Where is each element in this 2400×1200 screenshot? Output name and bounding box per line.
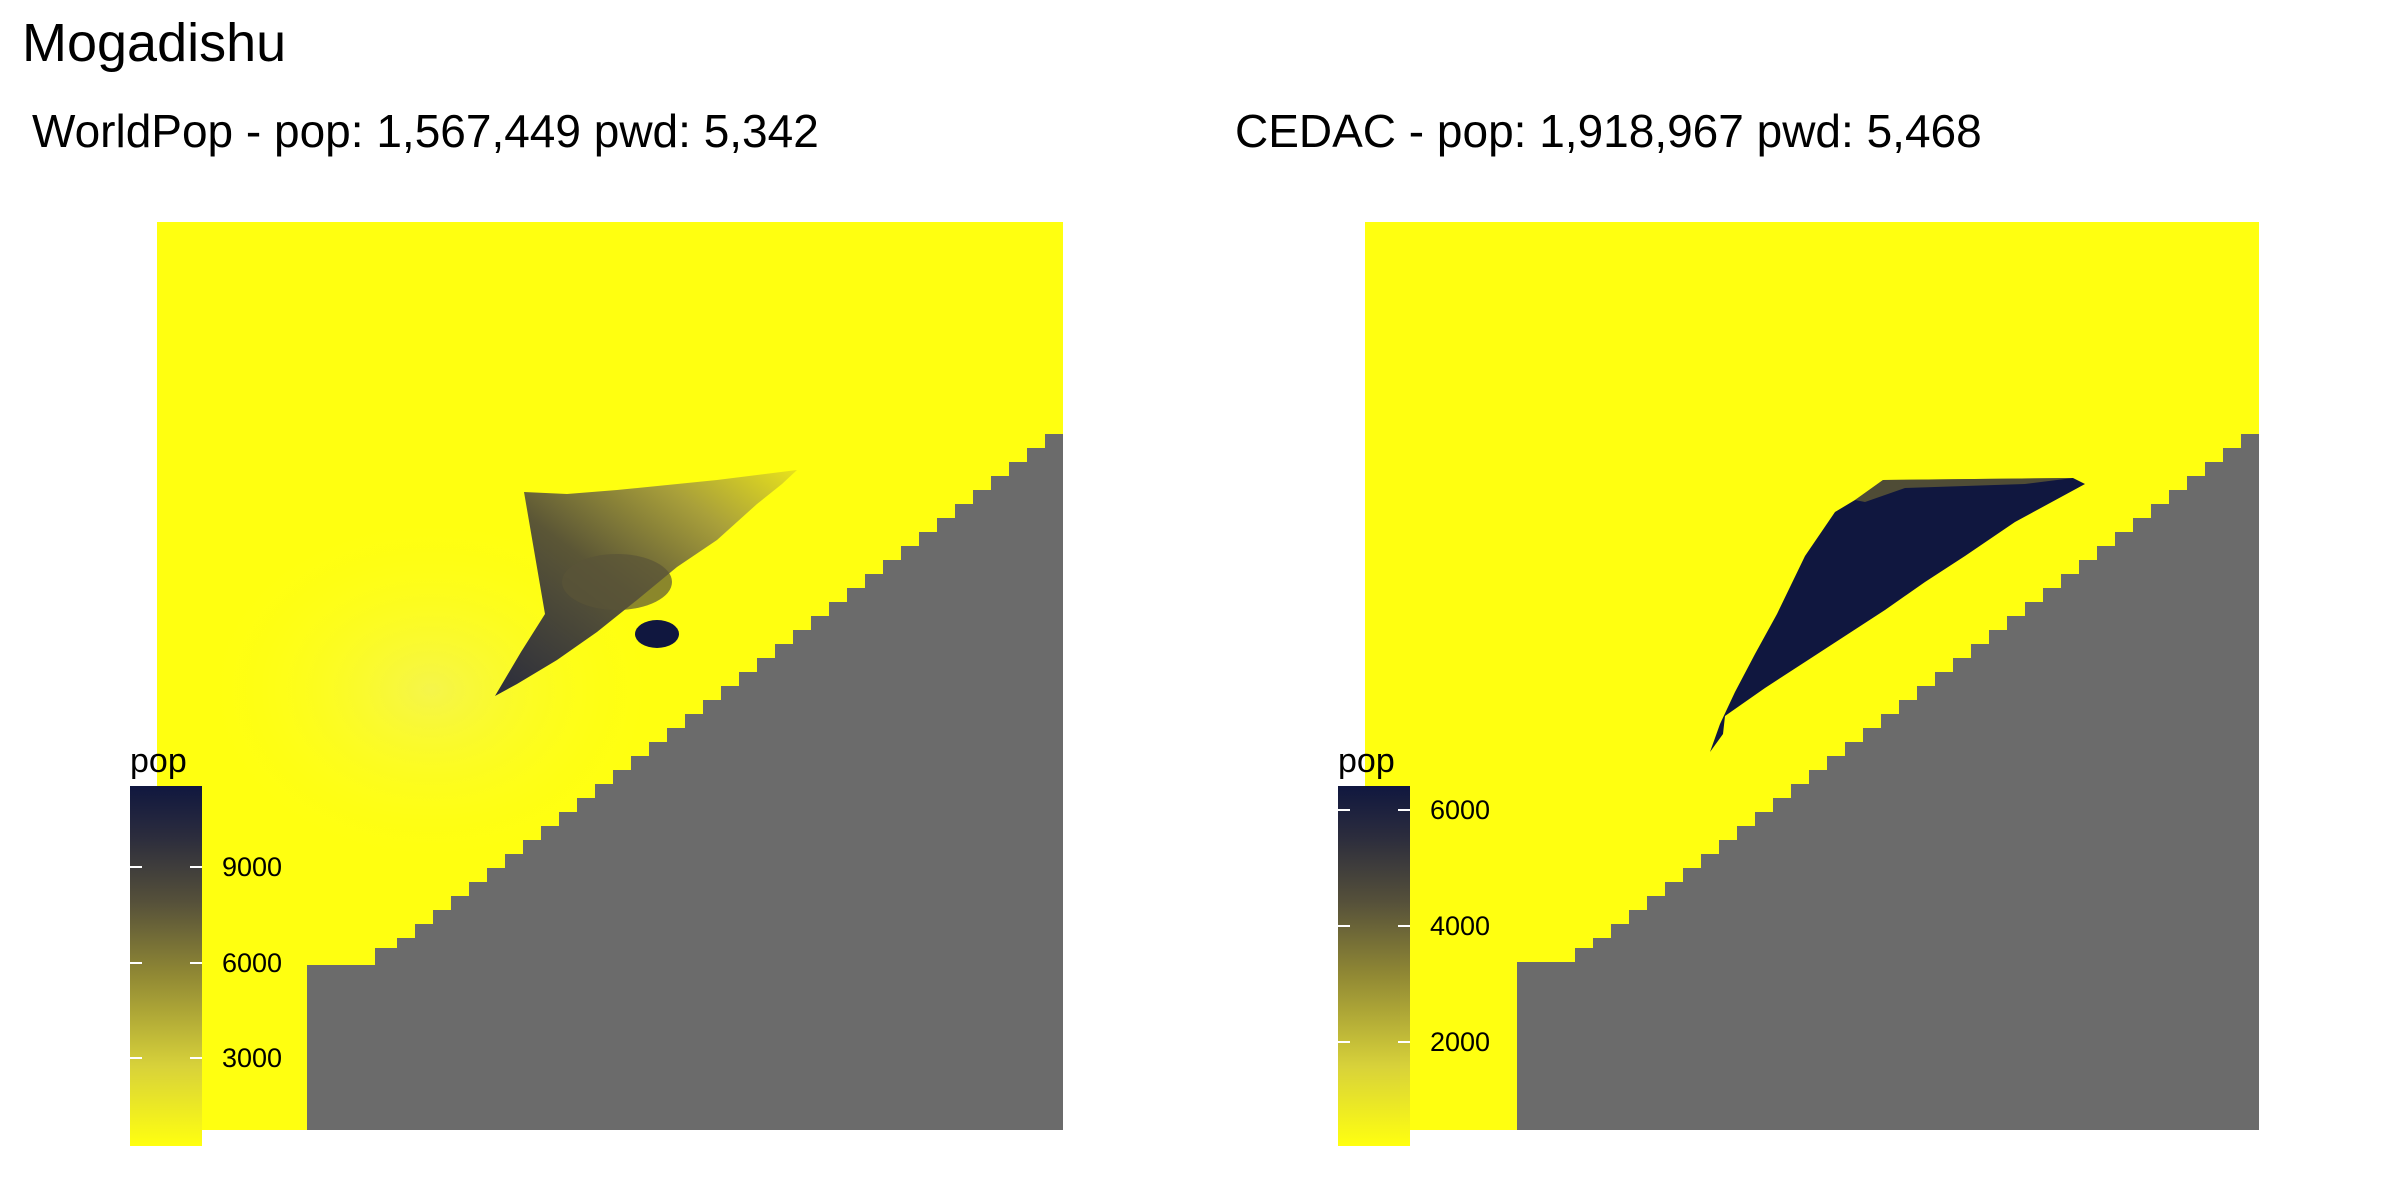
- legend-cedac: pop 6000 4000 2000: [1338, 742, 1518, 1162]
- colorbar-cedac: [1338, 786, 1410, 1146]
- tick-mark: [1398, 925, 1410, 927]
- tick-label: 2000: [1430, 1027, 1491, 1057]
- legend-title-worldpop: pop: [130, 742, 187, 780]
- tick-mark: [190, 1057, 202, 1059]
- transition-edge: [1855, 478, 2073, 502]
- tick-label: 4000: [1430, 911, 1491, 941]
- tick-mark: [1338, 809, 1350, 811]
- urban-density-band: [1710, 478, 2085, 752]
- no-data-area: [307, 434, 1063, 1130]
- figure-title: Mogadishu: [22, 13, 287, 73]
- legend-title-cedac: pop: [1338, 742, 1395, 780]
- tick-mark: [190, 866, 202, 868]
- tick-mark: [190, 962, 202, 964]
- panel-title-worldpop: WorldPop - pop: 1,567,449 pwd: 5,342: [32, 105, 819, 157]
- legend-worldpop: pop 9000 6000 3000: [130, 742, 310, 1162]
- tick-mark: [1398, 809, 1410, 811]
- raster-map-worldpop: [157, 222, 1063, 1130]
- density-peak: [635, 620, 679, 648]
- tick-mark: [130, 962, 142, 964]
- tick-mark: [130, 1057, 142, 1059]
- tick-label: 3000: [222, 1043, 283, 1073]
- tick-mark: [1338, 1041, 1350, 1043]
- tick-mark: [1338, 925, 1350, 927]
- no-data-area: [1517, 434, 2259, 1130]
- tick-label: 6000: [222, 948, 283, 978]
- panel-title-cedac: CEDAC - pop: 1,918,967 pwd: 5,468: [1235, 105, 1982, 157]
- colorbar-worldpop: [130, 786, 202, 1146]
- tick-mark: [130, 866, 142, 868]
- density-core: [562, 554, 672, 610]
- tick-mark: [1398, 1041, 1410, 1043]
- tick-label: 6000: [1430, 795, 1491, 825]
- tick-label: 9000: [222, 852, 283, 882]
- raster-map-cedac: [1365, 222, 2259, 1130]
